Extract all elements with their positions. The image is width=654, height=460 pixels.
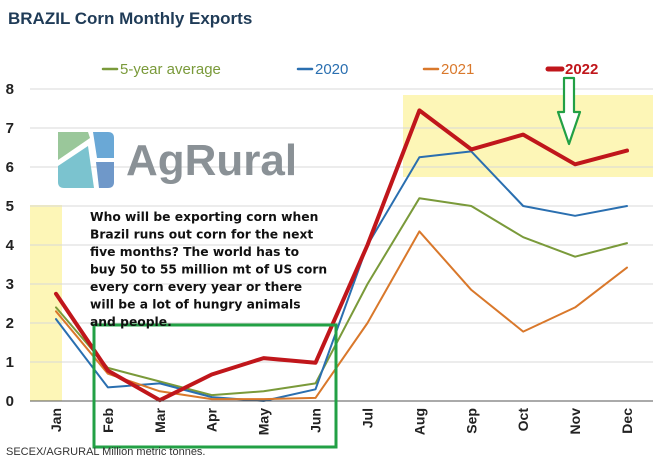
down-arrow-icon bbox=[556, 76, 582, 146]
series-line-2022 bbox=[54, 108, 629, 403]
chart-title: BRAZIL Corn Monthly Exports bbox=[8, 9, 252, 28]
y-tick-label: 1 bbox=[6, 354, 14, 371]
logo-text: AgRural bbox=[126, 136, 297, 185]
annotation-line: Brazil runs out corn for the next bbox=[90, 228, 313, 242]
series-line-2021 bbox=[55, 230, 628, 401]
y-tick-label: 5 bbox=[6, 198, 14, 215]
y-tick-label: 3 bbox=[6, 276, 14, 293]
legend-label: 2021 bbox=[441, 61, 474, 78]
annotation-line: five months? The world has to bbox=[90, 245, 299, 259]
legend-label: 2022 bbox=[565, 61, 598, 78]
annotation-line: and people. bbox=[90, 315, 172, 329]
source-note: SECEX/AGRURAL Million metric tonnes. bbox=[6, 446, 206, 458]
gridlines bbox=[30, 88, 653, 363]
x-tick-label: Nov bbox=[567, 408, 583, 435]
x-tick-label: Aug bbox=[411, 408, 427, 435]
feb-jun-box bbox=[92, 323, 338, 449]
x-tick-labels: Jan Feb Mar Apr May Jun Jul Aug Sep Oct Nov Dec bbox=[48, 407, 635, 435]
agrural-logo: AgRural bbox=[58, 132, 297, 188]
y-tick-label: 2 bbox=[6, 315, 14, 332]
y-tick-label: 6 bbox=[6, 159, 14, 176]
series-lines bbox=[54, 108, 629, 403]
y-tick-label: 8 bbox=[6, 81, 14, 98]
y-tick-label: 4 bbox=[6, 237, 15, 254]
x-tick-label: Oct bbox=[515, 408, 531, 432]
x-tick-label: Mar bbox=[152, 407, 168, 432]
x-tick-label: Feb bbox=[100, 408, 116, 433]
x-tick-label: Jun bbox=[308, 408, 324, 433]
series-line-2020 bbox=[55, 150, 628, 402]
y-tick-label: 7 bbox=[6, 120, 14, 137]
y-tick-label: 0 bbox=[6, 393, 14, 410]
annotation-line: Who will be exporting corn when bbox=[90, 210, 318, 224]
x-tick-label: Jul bbox=[359, 408, 375, 428]
y-tick-labels: 0 1 2 3 4 5 6 7 8 bbox=[6, 81, 15, 410]
annotation-line: buy 50 to 55 million mt of US corn bbox=[90, 263, 327, 277]
x-tick-label: Dec bbox=[619, 408, 635, 434]
highlight-jan bbox=[30, 205, 62, 401]
x-tick-label: Jan bbox=[48, 408, 64, 432]
legend-label: 2020 bbox=[315, 61, 348, 78]
annotation-text: Who will be exporting corn when Brazil ru… bbox=[90, 210, 327, 329]
legend: 5-year average 2020 2021 2022 bbox=[101, 61, 598, 78]
annotation-line: will be a lot of hungry animals bbox=[90, 298, 301, 312]
series-line-5-year-average bbox=[55, 197, 628, 397]
annotation-line: every corn every year or there bbox=[90, 280, 302, 294]
x-tick-label: Sep bbox=[463, 408, 479, 434]
x-tick-label: May bbox=[256, 408, 272, 435]
legend-label: 5-year average bbox=[120, 61, 221, 78]
x-tick-label: Apr bbox=[204, 407, 220, 432]
